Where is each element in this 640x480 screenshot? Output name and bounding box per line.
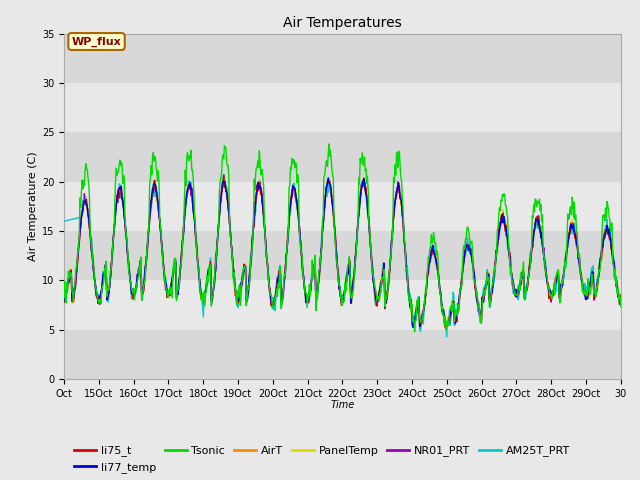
Tsonic bbox=[433, 252, 440, 257]
PanelTemp bbox=[401, 238, 408, 244]
li77_temp bbox=[401, 240, 408, 245]
Tsonic bbox=[325, 141, 333, 147]
NR01_PRT bbox=[617, 300, 625, 305]
AirT bbox=[276, 265, 284, 271]
Bar bbox=[64, 34, 621, 83]
li75_t bbox=[277, 299, 285, 304]
AM25T_PRT bbox=[228, 256, 236, 262]
PanelTemp bbox=[228, 258, 236, 264]
AirT bbox=[401, 242, 408, 248]
Tsonic bbox=[228, 247, 236, 253]
AirT bbox=[617, 296, 625, 301]
Legend: li75_t, li77_temp, Tsonic, AirT, PanelTemp, NR01_PRT, AM25T_PRT: li75_t, li77_temp, Tsonic, AirT, PanelTe… bbox=[70, 441, 574, 477]
Bar bbox=[64, 132, 621, 182]
li77_temp bbox=[60, 299, 68, 305]
Line: AM25T_PRT: AM25T_PRT bbox=[64, 174, 621, 337]
li75_t bbox=[60, 296, 68, 301]
Bar bbox=[64, 330, 621, 379]
AirT bbox=[228, 246, 236, 252]
Tsonic bbox=[60, 294, 68, 300]
Tsonic bbox=[617, 304, 625, 310]
li77_temp bbox=[617, 301, 625, 307]
li77_temp bbox=[255, 186, 263, 192]
Tsonic bbox=[276, 263, 284, 269]
AirT bbox=[433, 256, 440, 262]
li77_temp bbox=[228, 245, 236, 251]
PanelTemp bbox=[60, 299, 68, 305]
AM25T_PRT bbox=[125, 267, 133, 273]
Text: WP_flux: WP_flux bbox=[72, 36, 122, 47]
Tsonic bbox=[411, 329, 419, 335]
AirT bbox=[60, 300, 68, 306]
AM25T_PRT bbox=[401, 241, 408, 247]
Line: AirT: AirT bbox=[64, 179, 621, 329]
AirT bbox=[255, 178, 263, 184]
li75_t bbox=[442, 326, 450, 332]
AM25T_PRT bbox=[617, 303, 625, 309]
li77_temp bbox=[276, 270, 284, 276]
NR01_PRT bbox=[417, 326, 424, 332]
AirT bbox=[324, 176, 332, 182]
li77_temp bbox=[433, 260, 440, 265]
NR01_PRT bbox=[60, 291, 68, 297]
AM25T_PRT bbox=[277, 305, 285, 311]
AM25T_PRT bbox=[256, 178, 264, 184]
PanelTemp bbox=[433, 261, 440, 266]
Y-axis label: Air Temperature (C): Air Temperature (C) bbox=[28, 152, 38, 261]
PanelTemp bbox=[408, 324, 416, 330]
Tsonic bbox=[255, 148, 263, 154]
li77_temp bbox=[324, 175, 332, 180]
Line: li75_t: li75_t bbox=[64, 175, 621, 329]
Title: Air Temperatures: Air Temperatures bbox=[283, 16, 402, 30]
li75_t bbox=[228, 256, 236, 262]
AM25T_PRT bbox=[432, 260, 440, 265]
AM25T_PRT bbox=[60, 218, 68, 224]
li75_t bbox=[432, 256, 440, 262]
Bar bbox=[64, 231, 621, 280]
Line: Tsonic: Tsonic bbox=[64, 144, 621, 332]
li75_t bbox=[220, 172, 228, 178]
PanelTemp bbox=[256, 184, 264, 190]
li75_t bbox=[617, 292, 625, 298]
PanelTemp bbox=[221, 176, 228, 181]
X-axis label: Time: Time bbox=[330, 400, 355, 410]
li77_temp bbox=[125, 271, 133, 277]
li75_t bbox=[401, 240, 408, 246]
NR01_PRT bbox=[228, 243, 236, 249]
NR01_PRT bbox=[359, 178, 367, 183]
AM25T_PRT bbox=[443, 334, 451, 340]
AM25T_PRT bbox=[220, 171, 228, 177]
AirT bbox=[416, 326, 424, 332]
NR01_PRT bbox=[401, 240, 408, 246]
Bar bbox=[64, 83, 621, 132]
Line: PanelTemp: PanelTemp bbox=[64, 179, 621, 327]
li75_t bbox=[125, 269, 133, 275]
li77_temp bbox=[410, 324, 417, 330]
NR01_PRT bbox=[276, 267, 284, 273]
NR01_PRT bbox=[255, 183, 263, 189]
Tsonic bbox=[125, 272, 133, 277]
AirT bbox=[125, 270, 133, 276]
Line: li77_temp: li77_temp bbox=[64, 178, 621, 327]
Line: NR01_PRT: NR01_PRT bbox=[64, 180, 621, 329]
PanelTemp bbox=[617, 295, 625, 300]
PanelTemp bbox=[277, 302, 285, 308]
li75_t bbox=[256, 180, 264, 185]
Bar bbox=[64, 182, 621, 231]
NR01_PRT bbox=[433, 258, 440, 264]
PanelTemp bbox=[125, 265, 133, 271]
Bar bbox=[64, 280, 621, 330]
Tsonic bbox=[401, 237, 408, 242]
NR01_PRT bbox=[125, 265, 133, 271]
